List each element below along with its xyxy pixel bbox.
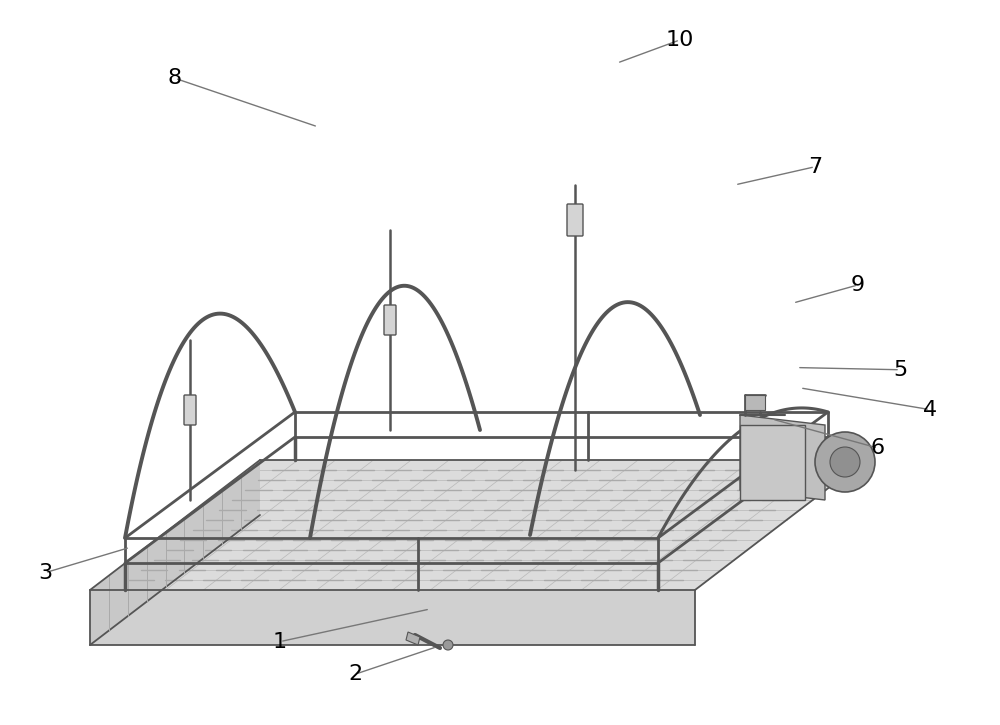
FancyBboxPatch shape	[567, 204, 583, 236]
Text: 1: 1	[273, 631, 287, 652]
Text: 6: 6	[871, 438, 885, 458]
Circle shape	[830, 447, 860, 477]
Polygon shape	[740, 415, 825, 500]
Polygon shape	[406, 632, 420, 645]
Circle shape	[443, 640, 453, 650]
Text: 8: 8	[168, 68, 182, 88]
Polygon shape	[745, 395, 765, 410]
Polygon shape	[90, 460, 865, 590]
Polygon shape	[740, 425, 805, 500]
Text: 2: 2	[348, 664, 362, 684]
Text: 10: 10	[666, 30, 694, 50]
Text: 5: 5	[893, 360, 907, 380]
Text: 3: 3	[38, 563, 52, 583]
Text: 9: 9	[851, 275, 865, 295]
Text: 4: 4	[923, 399, 937, 420]
FancyBboxPatch shape	[184, 395, 196, 425]
FancyBboxPatch shape	[384, 305, 396, 335]
Text: 7: 7	[808, 157, 822, 177]
Polygon shape	[90, 460, 260, 645]
Circle shape	[815, 432, 875, 492]
Polygon shape	[90, 590, 695, 645]
